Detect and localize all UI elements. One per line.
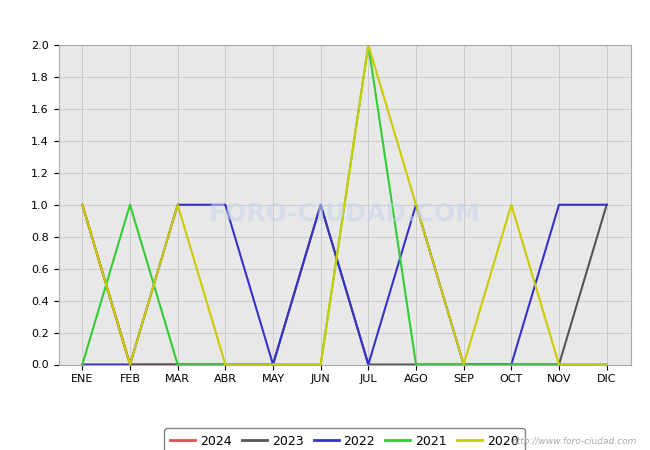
Legend: 2024, 2023, 2022, 2021, 2020: 2024, 2023, 2022, 2021, 2020 bbox=[164, 428, 525, 450]
Text: Matriculaciones de Vehiculos en Corera: Matriculaciones de Vehiculos en Corera bbox=[162, 11, 488, 29]
Text: http://www.foro-ciudad.com: http://www.foro-ciudad.com bbox=[512, 436, 637, 446]
Text: FORO-CIUDAD.COM: FORO-CIUDAD.COM bbox=[209, 202, 480, 226]
